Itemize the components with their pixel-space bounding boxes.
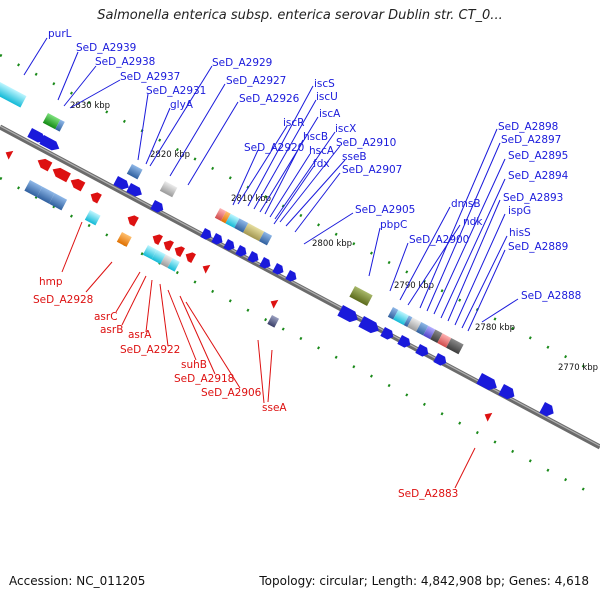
gene-label-sed-a2883[interactable]: SeD_A2883 bbox=[398, 488, 458, 500]
kbp-label-2820: 2820 kbp bbox=[150, 150, 190, 160]
gene-label-sed-a2929[interactable]: SeD_A2929 bbox=[212, 57, 272, 69]
accession-text: Accession: NC_011205 bbox=[9, 574, 146, 588]
gene-label-fdx[interactable]: fdx bbox=[313, 158, 330, 170]
gene-label-glya[interactable]: glyA bbox=[170, 99, 194, 111]
gene-label-hsca[interactable]: hscA bbox=[309, 145, 335, 157]
reverse-gene-arrows bbox=[5, 150, 493, 422]
gene-label-sed-a2937[interactable]: SeD_A2937 bbox=[120, 71, 180, 83]
gene-label-hscb[interactable]: hscB bbox=[303, 131, 328, 143]
gene-label-sed-a2920[interactable]: SeD_A2920 bbox=[244, 142, 304, 154]
gene-label-sed-a2893[interactable]: SeD_A2893 bbox=[503, 192, 563, 204]
kbp-label-2780: 2780 kbp bbox=[475, 323, 515, 333]
tick-track-lower bbox=[0, 176, 600, 500]
gene-label-sed-a2905[interactable]: SeD_A2905 bbox=[355, 204, 415, 216]
forward-gene-arrows bbox=[27, 128, 554, 417]
gene-label-iscx[interactable]: iscX bbox=[335, 123, 356, 135]
gene-label-sed-a2939[interactable]: SeD_A2939 bbox=[76, 42, 136, 54]
gene-label-ssea[interactable]: sseA bbox=[262, 402, 287, 414]
gene-label-sed-a2889[interactable]: SeD_A2889 bbox=[508, 241, 568, 253]
gene-label-sed-a2898[interactable]: SeD_A2898 bbox=[498, 121, 558, 133]
kbp-label-2810: 2810 kbp bbox=[231, 194, 271, 204]
gene-label-asrb[interactable]: asrB bbox=[100, 324, 123, 336]
gene-label-sed-a2926[interactable]: SeD_A2926 bbox=[239, 93, 300, 105]
gene-label-sed-a2938[interactable]: SeD_A2938 bbox=[95, 56, 155, 68]
gene-label-sed-a2897[interactable]: SeD_A2897 bbox=[501, 134, 561, 146]
gene-label-sed-a2918[interactable]: SeD_A2918 bbox=[174, 373, 234, 385]
forward-gene-blocks bbox=[0, 82, 464, 355]
forward-leader-lines bbox=[23, 37, 519, 332]
kbp-label-2800: 2800 kbp bbox=[312, 239, 352, 249]
gene-label-sed-a2895[interactable]: SeD_A2895 bbox=[508, 150, 568, 162]
reverse-leader-lines bbox=[61, 221, 476, 489]
gene-label-sed-a2888[interactable]: SeD_A2888 bbox=[521, 290, 581, 302]
gene-label-sed-a2910[interactable]: SeD_A2910 bbox=[336, 137, 396, 149]
gene-label-suhb[interactable]: suhB bbox=[181, 359, 207, 371]
gene-label-sed-a2906[interactable]: SeD_A2906 bbox=[201, 387, 262, 399]
gene-label-sed-a2907[interactable]: SeD_A2907 bbox=[342, 164, 402, 176]
gene-label-sed-a2927[interactable]: SeD_A2927 bbox=[226, 75, 286, 87]
gene-label-sed-a2894[interactable]: SeD_A2894 bbox=[508, 170, 569, 182]
gene-label-asrc[interactable]: asrC bbox=[94, 311, 118, 323]
gene-label-sed-a2931[interactable]: SeD_A2931 bbox=[146, 85, 206, 97]
gene-label-hiss[interactable]: hisS bbox=[509, 227, 531, 239]
map-title: Salmonella enterica subsp. enterica sero… bbox=[97, 8, 503, 23]
tick-track-upper bbox=[0, 53, 600, 377]
kbp-label-2830: 2830 kbp bbox=[70, 101, 110, 111]
kbp-label-2790: 2790 kbp bbox=[394, 281, 434, 291]
kbp-label-2770: 2770 kbp bbox=[558, 363, 598, 373]
gene-label-sseb[interactable]: sseB bbox=[342, 151, 367, 163]
gene-label-pbpc[interactable]: pbpC bbox=[380, 219, 407, 231]
gene-label-asra[interactable]: asrA bbox=[128, 329, 152, 341]
gene-label-ndk[interactable]: ndk bbox=[463, 216, 483, 228]
gene-label-sed-a2900[interactable]: SeD_A2900 bbox=[409, 234, 469, 246]
gene-label-hmp[interactable]: hmp bbox=[39, 276, 63, 288]
summary-text: Topology: circular; Length: 4,842,908 bp… bbox=[259, 574, 589, 588]
gene-label-purl[interactable]: purL bbox=[48, 28, 72, 40]
gene-label-sed-a2928[interactable]: SeD_A2928 bbox=[33, 294, 93, 306]
gene-label-sed-a2922[interactable]: SeD_A2922 bbox=[120, 344, 180, 356]
gene-label-isca[interactable]: iscA bbox=[319, 108, 341, 120]
gene-label-iscs[interactable]: iscS bbox=[314, 78, 335, 90]
gene-label-ispg[interactable]: ispG bbox=[508, 205, 531, 217]
reverse-gene-blocks bbox=[24, 180, 280, 328]
gene-label-iscu[interactable]: iscU bbox=[316, 91, 338, 103]
gene-label-dmsb[interactable]: dmsB bbox=[451, 198, 481, 210]
gene-label-iscr[interactable]: iscR bbox=[283, 117, 304, 129]
